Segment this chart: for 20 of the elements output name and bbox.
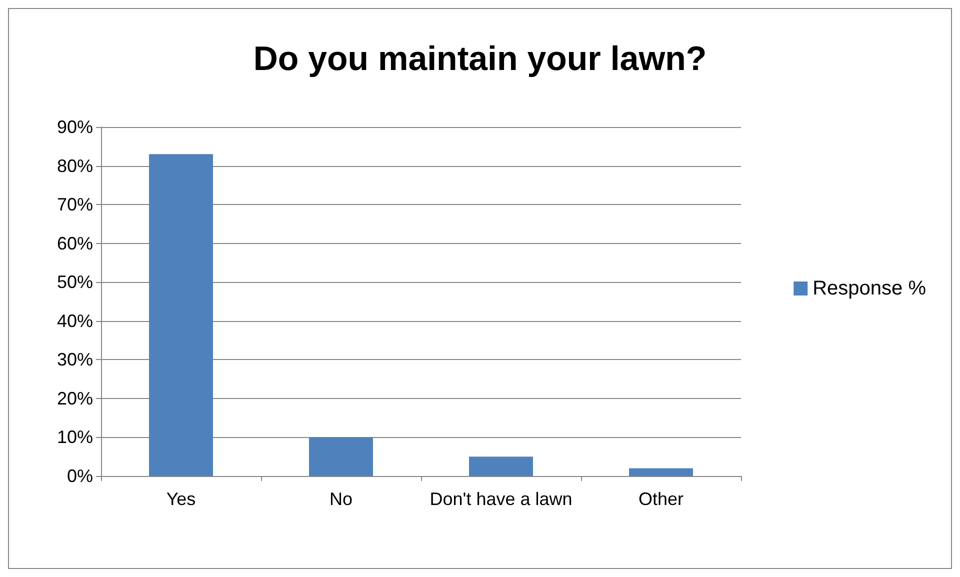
chart-title: Do you maintain your lawn?	[253, 40, 707, 78]
x-tick-label: Yes	[166, 489, 196, 509]
bar	[469, 456, 533, 476]
y-tick-label: 0%	[66, 466, 93, 486]
y-tick-label: 80%	[56, 156, 93, 176]
x-tick-label: Don't have a lawn	[430, 489, 572, 509]
bar	[309, 437, 373, 476]
y-tick-label: 30%	[56, 350, 93, 370]
y-tick-label: 70%	[56, 194, 93, 215]
bar	[149, 154, 213, 476]
bar	[629, 468, 693, 476]
y-tick-label: 20%	[56, 388, 93, 408]
x-tick-label: No	[329, 489, 353, 509]
legend-label: Response %	[812, 278, 926, 300]
x-tick-label: Other	[638, 489, 684, 509]
y-tick-label: 90%	[56, 117, 93, 137]
y-tick-label: 40%	[56, 310, 93, 331]
y-tick-label: 10%	[56, 427, 93, 448]
y-tick-label: 60%	[56, 233, 93, 254]
y-tick-label: 50%	[56, 272, 93, 292]
